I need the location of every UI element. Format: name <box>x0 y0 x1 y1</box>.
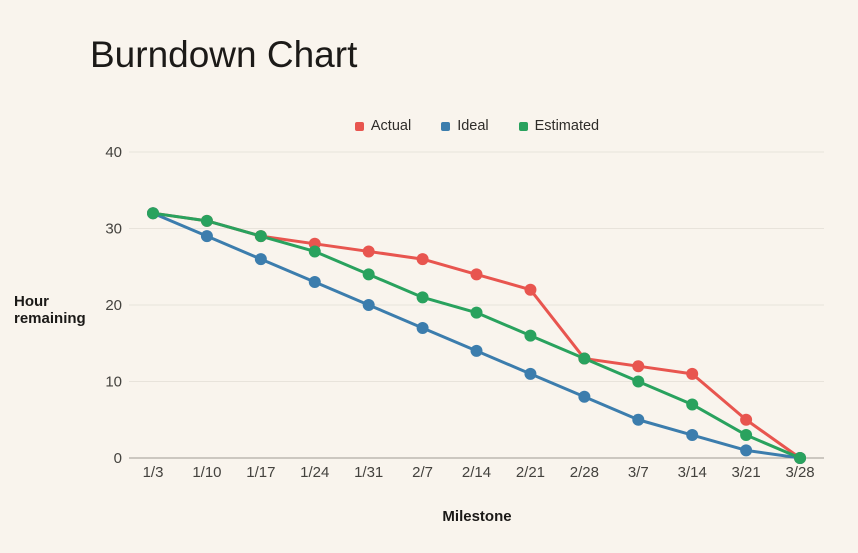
series-line-estimated <box>151 211 802 460</box>
data-point-estimated[interactable] <box>740 429 753 442</box>
y-tick-label: 0 <box>114 450 122 467</box>
data-point-ideal[interactable] <box>524 367 537 380</box>
series-line-actual <box>151 211 802 460</box>
data-point-estimated[interactable] <box>416 291 429 304</box>
page-title: Burndown Chart <box>90 34 358 75</box>
x-tick-label: 1/17 <box>246 464 275 481</box>
data-point-estimated[interactable] <box>200 214 213 227</box>
x-tick-label: 3/7 <box>628 464 649 481</box>
x-tick-label: 1/10 <box>192 464 221 481</box>
x-axis-title: Milestone <box>442 508 512 525</box>
legend-item-estimated[interactable]: Estimated <box>518 118 600 134</box>
x-tick-label: 1/31 <box>354 464 383 481</box>
legend-item-actual[interactable]: Actual <box>354 118 412 134</box>
data-point-ideal[interactable] <box>578 390 591 403</box>
data-point-estimated[interactable] <box>524 329 537 342</box>
data-point-ideal[interactable] <box>632 413 645 426</box>
legend-swatch-icon <box>441 121 451 131</box>
data-point-estimated[interactable] <box>147 207 159 220</box>
data-point-actual[interactable] <box>524 283 537 296</box>
data-point-ideal[interactable] <box>200 230 213 243</box>
data-point-estimated[interactable] <box>578 352 591 365</box>
data-point-actual[interactable] <box>470 268 483 281</box>
legend-swatch-icon <box>518 121 528 131</box>
data-point-actual[interactable] <box>632 360 645 373</box>
data-point-actual[interactable] <box>686 367 699 380</box>
legend-item-ideal[interactable]: Ideal <box>441 118 489 134</box>
x-tick-label: 1/24 <box>300 464 329 481</box>
x-tick-label: 2/21 <box>516 464 545 481</box>
legend-label: Estimated <box>534 118 600 134</box>
y-tick-label: 30 <box>105 221 122 238</box>
data-point-estimated[interactable] <box>254 230 267 243</box>
x-tick-label: 3/28 <box>785 464 814 481</box>
x-tick-label: 1/3 <box>143 464 164 481</box>
data-point-actual[interactable] <box>416 253 429 266</box>
y-tick-label: 20 <box>105 297 122 314</box>
y-axis-title: Hour remaining <box>14 293 86 328</box>
data-point-actual[interactable] <box>740 413 753 426</box>
y-tick-label: 10 <box>105 374 122 391</box>
data-point-ideal[interactable] <box>686 429 699 442</box>
legend-label: Ideal <box>457 118 489 134</box>
chart-legend: Actual Ideal Estimated <box>130 118 824 134</box>
data-point-ideal[interactable] <box>416 321 429 334</box>
data-point-estimated[interactable] <box>794 452 807 464</box>
x-tick-label: 3/21 <box>732 464 761 481</box>
data-point-estimated[interactable] <box>686 398 699 411</box>
series-line-ideal <box>151 211 802 460</box>
data-point-estimated[interactable] <box>362 268 375 281</box>
x-tick-label: 2/7 <box>412 464 433 481</box>
data-point-ideal[interactable] <box>254 253 267 266</box>
y-tick-label: 40 <box>105 144 122 161</box>
x-tick-label: 2/14 <box>462 464 491 481</box>
x-tick-label: 3/14 <box>678 464 707 481</box>
data-point-estimated[interactable] <box>470 306 483 319</box>
data-point-ideal[interactable] <box>470 344 483 357</box>
data-point-ideal[interactable] <box>740 444 753 457</box>
data-point-estimated[interactable] <box>308 245 321 258</box>
legend-label: Actual <box>370 118 412 134</box>
data-point-estimated[interactable] <box>632 375 645 388</box>
legend-swatch-icon <box>354 121 364 131</box>
data-point-actual[interactable] <box>362 245 375 258</box>
data-point-ideal[interactable] <box>308 276 321 289</box>
data-point-ideal[interactable] <box>362 299 375 311</box>
x-tick-label: 2/28 <box>570 464 599 481</box>
